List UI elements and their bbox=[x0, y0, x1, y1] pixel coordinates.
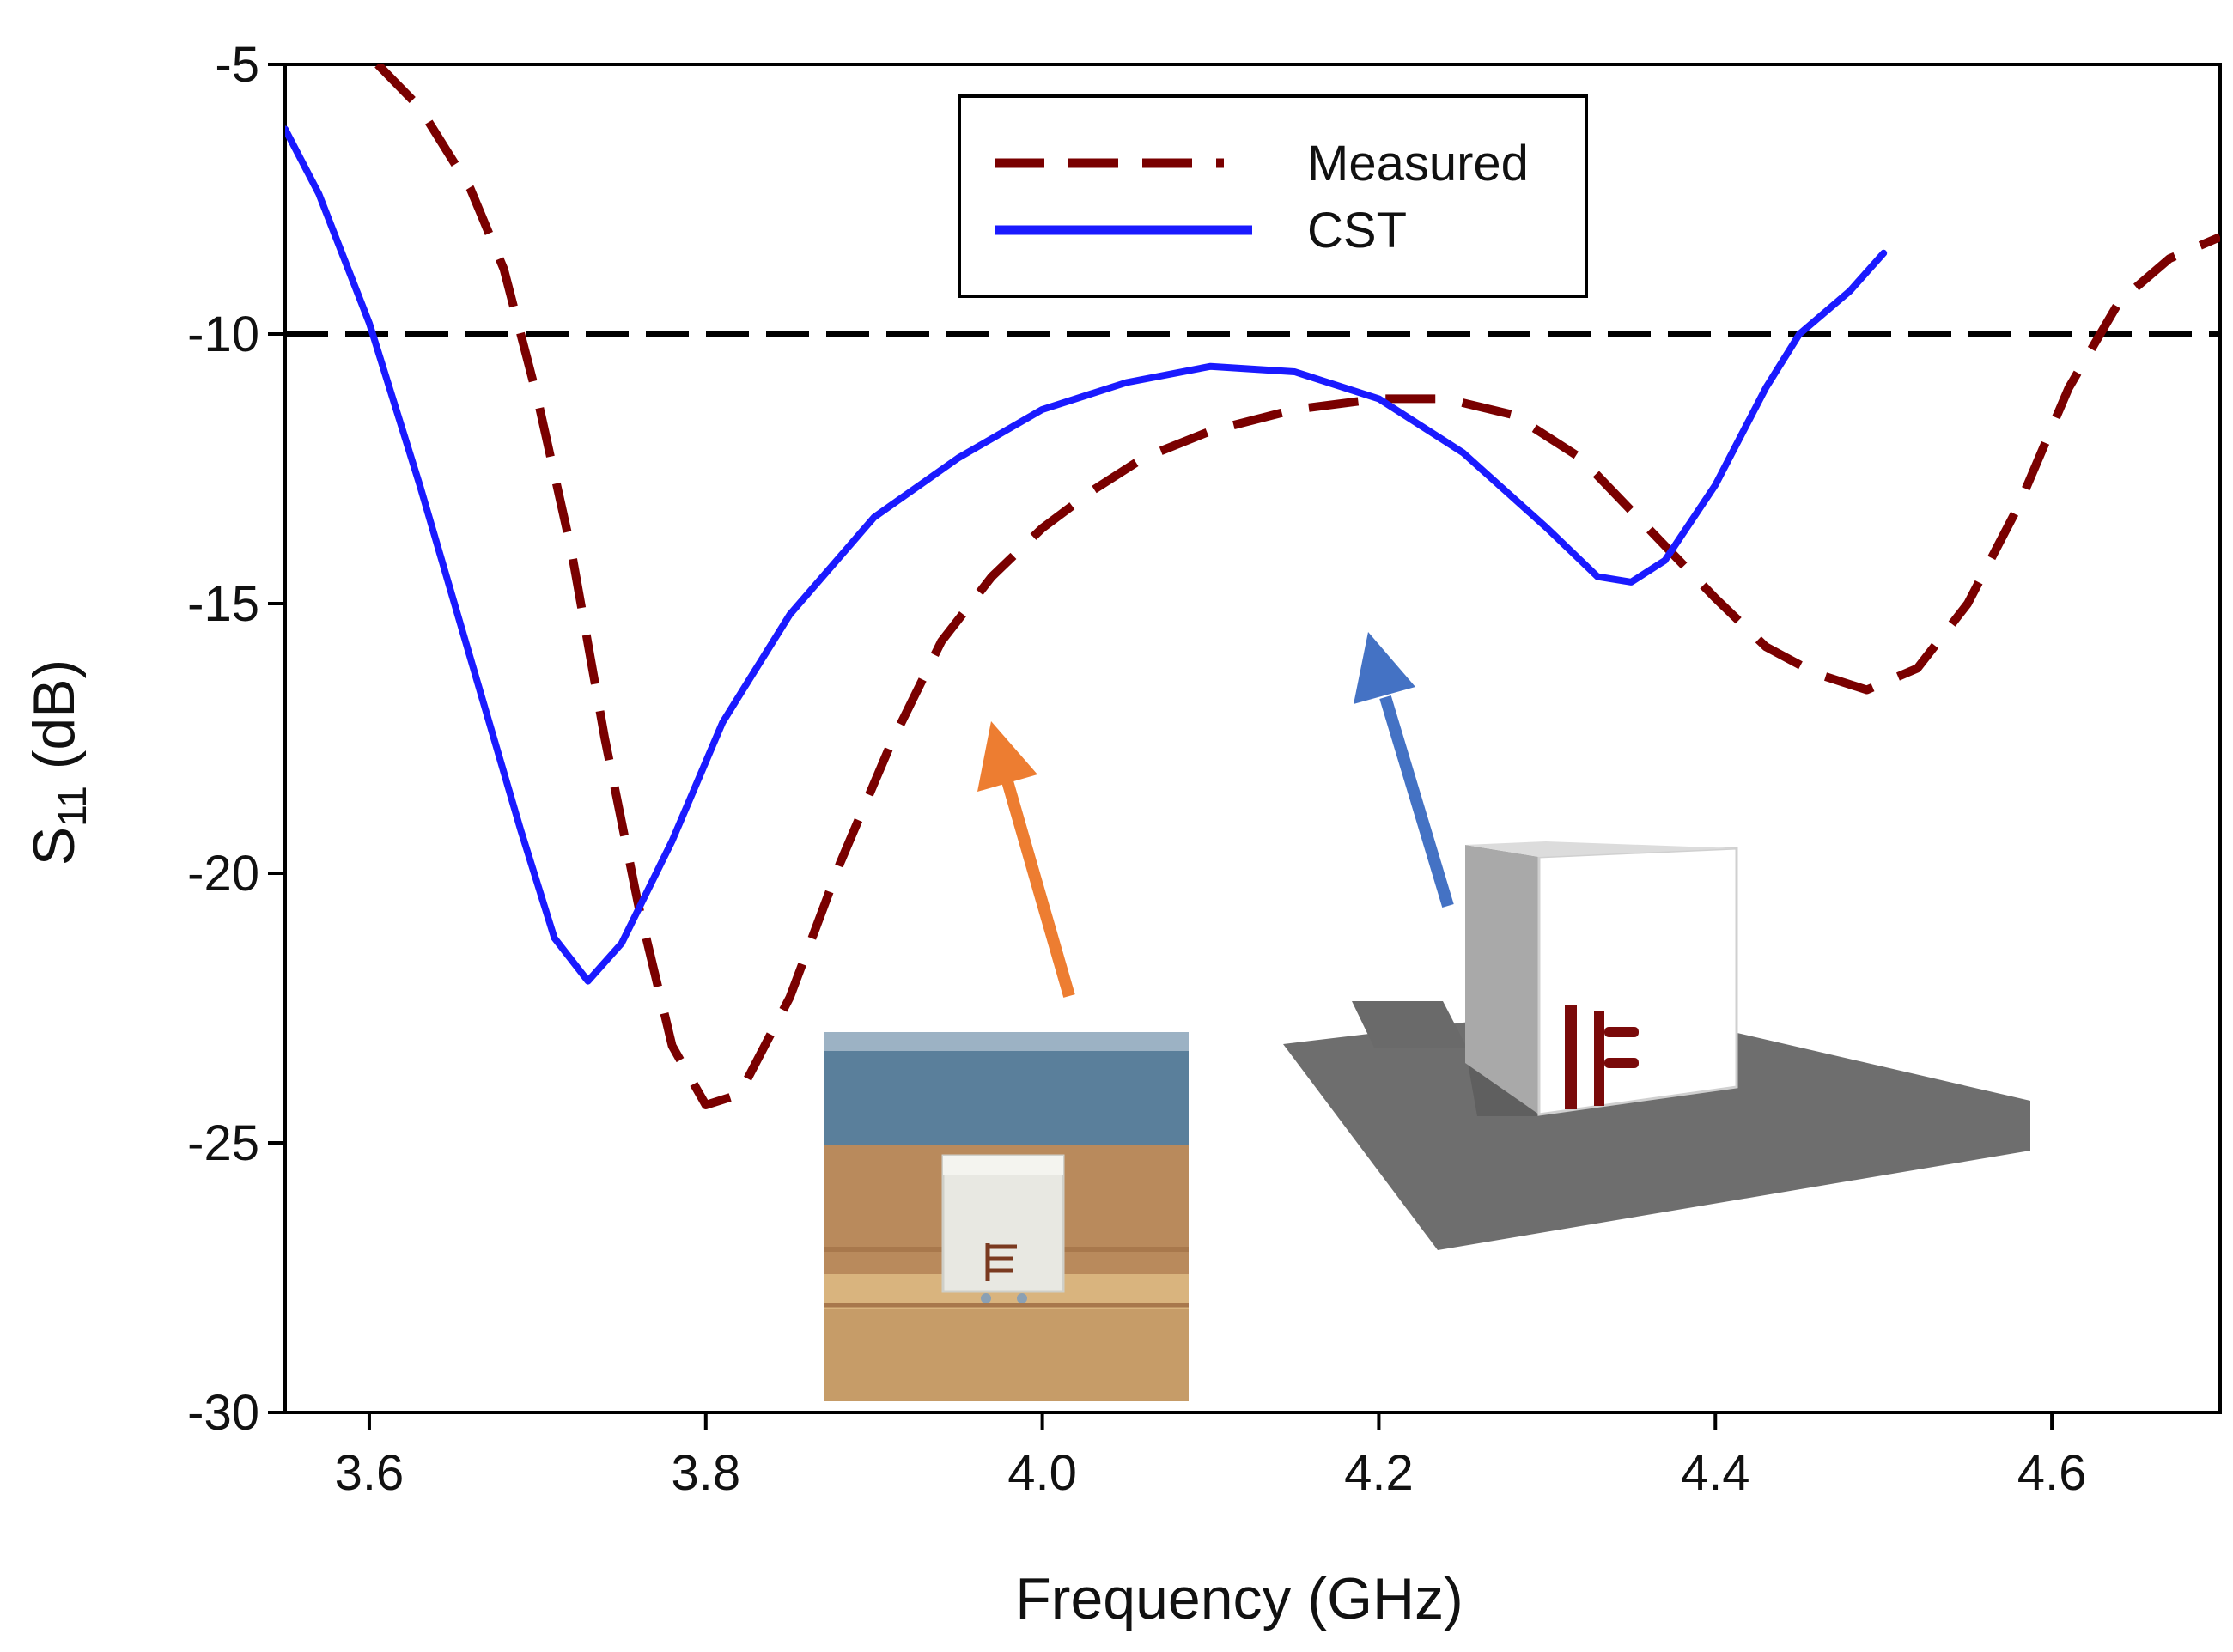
y-tick-label: -20 bbox=[187, 846, 259, 902]
x-tick-label: 4.6 bbox=[2017, 1445, 2087, 1501]
y-tick-label: -5 bbox=[215, 37, 259, 93]
series-line-cst bbox=[285, 125, 1888, 985]
y-tick-label: -10 bbox=[187, 307, 259, 362]
x-tick-label: 3.6 bbox=[335, 1445, 405, 1501]
y-axis-title-subscript: 11 bbox=[50, 786, 94, 827]
legend-label-measured: Measured bbox=[1307, 136, 1529, 191]
legend-box bbox=[958, 94, 1588, 298]
plot-frame bbox=[283, 63, 2222, 1414]
x-axis-title: Frequency (GHz) bbox=[1015, 1566, 1463, 1631]
x-tick-label: 4.2 bbox=[1344, 1445, 1414, 1501]
legend: Measured CST bbox=[958, 94, 1588, 298]
arrow-to-cst bbox=[1354, 632, 1454, 908]
y-axis-title-unit: (dB) bbox=[21, 659, 87, 786]
x-tick-label: 4.4 bbox=[1681, 1445, 1750, 1501]
x-tick-label: 3.8 bbox=[671, 1445, 740, 1501]
y-axis-title: S11 (dB) bbox=[21, 659, 94, 865]
y-axis-title-main: S bbox=[21, 827, 87, 865]
antenna-3d-model-inset bbox=[1283, 841, 2030, 1250]
series-line-measured bbox=[374, 64, 2220, 1109]
y-tick-label: -15 bbox=[187, 576, 259, 632]
arrow-to-measured bbox=[977, 721, 1075, 998]
y-tick-label: -25 bbox=[187, 1115, 259, 1171]
x-tick-label: 4.0 bbox=[1007, 1445, 1077, 1501]
antenna-photo-inset bbox=[824, 1032, 1189, 1401]
y-tick-label: -30 bbox=[187, 1385, 259, 1441]
plot-layer: -5 -10 -15 -20 -25 -30 3.6 3.8 4.0 4.2 4.4 4.6 bbox=[187, 37, 2222, 1501]
legend-label-cst: CST bbox=[1307, 203, 1407, 258]
